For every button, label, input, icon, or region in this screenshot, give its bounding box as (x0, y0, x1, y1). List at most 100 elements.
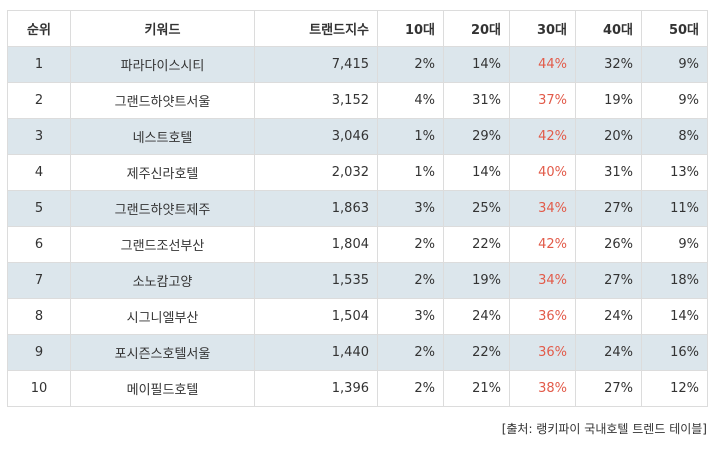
rank-cell: 6 (7, 226, 71, 263)
keyword-cell: 소노캄고양 (70, 262, 255, 299)
trend-index-cell: 1,863 (254, 190, 378, 227)
age-30s-cell: 42% (509, 118, 576, 155)
rank-cell: 5 (7, 190, 71, 227)
rank-cell: 4 (7, 154, 71, 191)
age-50s-cell: 18% (641, 262, 708, 299)
keyword-cell: 제주신라호텔 (70, 154, 255, 191)
table-row: 3 네스트호텔 3,046 1% 29% 42% 20% 8% (7, 118, 708, 155)
table-row: 10 메이필드호텔 1,396 2% 21% 38% 27% 12% (7, 370, 708, 407)
age-10s-cell: 1% (377, 154, 444, 191)
trend-index-cell: 1,804 (254, 226, 378, 263)
age-40s-cell: 27% (575, 190, 642, 227)
header-age-20s: 20대 (443, 10, 510, 47)
age-30s-cell: 38% (509, 370, 576, 407)
header-age-10s: 10대 (377, 10, 444, 47)
age-20s-cell: 19% (443, 262, 510, 299)
table-row: 9 포시즌스호텔서울 1,440 2% 22% 36% 24% 16% (7, 334, 708, 371)
age-40s-cell: 27% (575, 262, 642, 299)
age-40s-cell: 31% (575, 154, 642, 191)
trend-index-cell: 1,504 (254, 298, 378, 335)
age-10s-cell: 3% (377, 298, 444, 335)
keyword-cell: 그랜드조선부산 (70, 226, 255, 263)
age-30s-cell: 34% (509, 262, 576, 299)
header-rank: 순위 (7, 10, 71, 47)
rank-cell: 9 (7, 334, 71, 371)
age-10s-cell: 2% (377, 262, 444, 299)
age-20s-cell: 29% (443, 118, 510, 155)
table-row: 1 파라다이스시티 7,415 2% 14% 44% 32% 9% (7, 46, 708, 83)
age-30s-cell: 37% (509, 82, 576, 119)
age-20s-cell: 14% (443, 154, 510, 191)
table-row: 5 그랜드하얏트제주 1,863 3% 25% 34% 27% 11% (7, 190, 708, 227)
trend-index-cell: 7,415 (254, 46, 378, 83)
table-row: 7 소노캄고양 1,535 2% 19% 34% 27% 18% (7, 262, 708, 299)
table-header-row: 순위 키워드 트랜드지수 10대 20대 30대 40대 50대 (7, 10, 708, 47)
age-50s-cell: 12% (641, 370, 708, 407)
age-30s-cell: 36% (509, 334, 576, 371)
keyword-cell: 네스트호텔 (70, 118, 255, 155)
keyword-cell: 그랜드하얏트서울 (70, 82, 255, 119)
keyword-cell: 메이필드호텔 (70, 370, 255, 407)
trend-index-cell: 3,046 (254, 118, 378, 155)
age-10s-cell: 4% (377, 82, 444, 119)
keyword-cell: 파라다이스시티 (70, 46, 255, 83)
table-row: 8 시그니엘부산 1,504 3% 24% 36% 24% 14% (7, 298, 708, 335)
header-trend-index: 트랜드지수 (254, 10, 378, 47)
age-50s-cell: 9% (641, 46, 708, 83)
age-40s-cell: 24% (575, 334, 642, 371)
header-age-30s: 30대 (509, 10, 576, 47)
table-row: 6 그랜드조선부산 1,804 2% 22% 42% 26% 9% (7, 226, 708, 263)
trend-table-container: 순위 키워드 트랜드지수 10대 20대 30대 40대 50대 1 파라다이스… (7, 10, 708, 407)
keyword-cell: 그랜드하얏트제주 (70, 190, 255, 227)
age-30s-cell: 40% (509, 154, 576, 191)
rank-cell: 3 (7, 118, 71, 155)
trend-index-cell: 1,535 (254, 262, 378, 299)
keyword-cell: 시그니엘부산 (70, 298, 255, 335)
age-50s-cell: 8% (641, 118, 708, 155)
age-30s-cell: 34% (509, 190, 576, 227)
rank-cell: 7 (7, 262, 71, 299)
age-10s-cell: 1% (377, 118, 444, 155)
trend-index-cell: 3,152 (254, 82, 378, 119)
rank-cell: 1 (7, 46, 71, 83)
trend-index-cell: 1,440 (254, 334, 378, 371)
age-50s-cell: 14% (641, 298, 708, 335)
age-20s-cell: 31% (443, 82, 510, 119)
age-40s-cell: 27% (575, 370, 642, 407)
table-row: 2 그랜드하얏트서울 3,152 4% 31% 37% 19% 9% (7, 82, 708, 119)
age-20s-cell: 14% (443, 46, 510, 83)
age-20s-cell: 22% (443, 226, 510, 263)
age-50s-cell: 16% (641, 334, 708, 371)
trend-index-cell: 1,396 (254, 370, 378, 407)
age-10s-cell: 2% (377, 46, 444, 83)
age-50s-cell: 11% (641, 190, 708, 227)
trend-index-cell: 2,032 (254, 154, 378, 191)
age-10s-cell: 3% (377, 190, 444, 227)
age-20s-cell: 21% (443, 370, 510, 407)
rank-cell: 10 (7, 370, 71, 407)
age-40s-cell: 32% (575, 46, 642, 83)
rank-cell: 8 (7, 298, 71, 335)
source-caption: [출처: 랭키파이 국내호텔 트렌드 테이블] (501, 422, 707, 436)
keyword-cell: 포시즌스호텔서울 (70, 334, 255, 371)
age-20s-cell: 22% (443, 334, 510, 371)
rank-cell: 2 (7, 82, 71, 119)
table-row: 4 제주신라호텔 2,032 1% 14% 40% 31% 13% (7, 154, 708, 191)
age-20s-cell: 24% (443, 298, 510, 335)
header-keyword: 키워드 (70, 10, 255, 47)
header-age-50s: 50대 (641, 10, 708, 47)
age-10s-cell: 2% (377, 370, 444, 407)
age-40s-cell: 24% (575, 298, 642, 335)
age-40s-cell: 26% (575, 226, 642, 263)
age-50s-cell: 9% (641, 82, 708, 119)
age-40s-cell: 20% (575, 118, 642, 155)
header-age-40s: 40대 (575, 10, 642, 47)
age-50s-cell: 9% (641, 226, 708, 263)
age-10s-cell: 2% (377, 226, 444, 263)
age-50s-cell: 13% (641, 154, 708, 191)
age-30s-cell: 44% (509, 46, 576, 83)
age-40s-cell: 19% (575, 82, 642, 119)
trend-table: 순위 키워드 트랜드지수 10대 20대 30대 40대 50대 1 파라다이스… (7, 10, 708, 407)
age-10s-cell: 2% (377, 334, 444, 371)
age-20s-cell: 25% (443, 190, 510, 227)
